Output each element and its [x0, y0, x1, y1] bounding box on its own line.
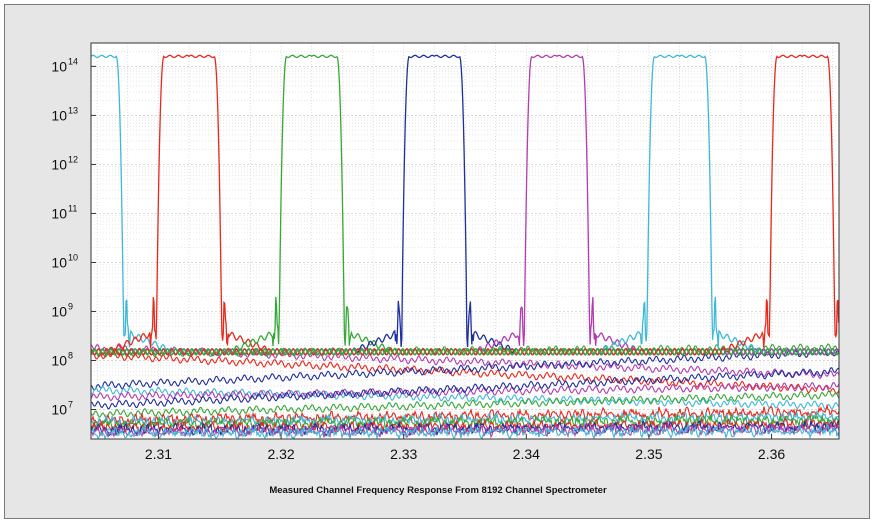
- floor-series-line: [90, 351, 840, 395]
- y-tick-exponent: 10: [68, 252, 78, 262]
- floor-series-group: [90, 343, 840, 441]
- y-tick-exponent: 11: [68, 203, 77, 213]
- y-tick-exponent: 14: [68, 56, 78, 66]
- figure-panel: 2.31 2.32 2.33 2.34 2.35 2.36 10 7 10 8 10 9 10 10 10…: [4, 4, 870, 519]
- chart-title: Measured Channel Frequency Response From…: [269, 485, 607, 496]
- y-tick-exponent: 7: [68, 399, 73, 409]
- floor-series-line: [91, 403, 840, 426]
- y-tick-label: 10: [51, 156, 67, 172]
- x-tick-label: 2.35: [635, 446, 662, 462]
- x-tick-label: 2.33: [390, 446, 417, 462]
- channel-series-line: [90, 54, 840, 356]
- y-tick-label: 10: [51, 58, 67, 74]
- grid: [91, 42, 839, 439]
- floor-series-line: [90, 366, 840, 410]
- y-tick-exponent: 13: [68, 105, 78, 115]
- y-tick-label: 10: [51, 205, 67, 221]
- floor-series-line: [90, 390, 840, 419]
- floor-series-line: [90, 423, 840, 441]
- y-tick-exponent: 8: [68, 350, 73, 360]
- channel-series-line: [90, 348, 840, 356]
- y-tick-exponent: 9: [68, 301, 73, 311]
- x-tick-label: 2.32: [267, 446, 294, 462]
- x-tick-label: 2.36: [758, 446, 785, 462]
- y-tick-label: 10: [51, 352, 67, 368]
- channel-series-group: [90, 54, 840, 356]
- y-tick-label: 10: [51, 303, 67, 319]
- y-tick-label: 10: [51, 254, 67, 270]
- x-tick-label: 2.31: [145, 446, 172, 462]
- x-tick-label: 2.34: [513, 446, 540, 462]
- floor-series-line: [90, 348, 840, 391]
- x-axis: 2.31 2.32 2.33 2.34 2.35 2.36: [145, 434, 785, 462]
- floor-series-line: [90, 385, 840, 410]
- y-tick-exponent: 12: [68, 154, 78, 164]
- y-tick-label: 10: [51, 107, 67, 123]
- floor-series-line: [90, 344, 840, 380]
- plot-frame: [90, 42, 840, 440]
- y-tick-label: 10: [51, 401, 67, 417]
